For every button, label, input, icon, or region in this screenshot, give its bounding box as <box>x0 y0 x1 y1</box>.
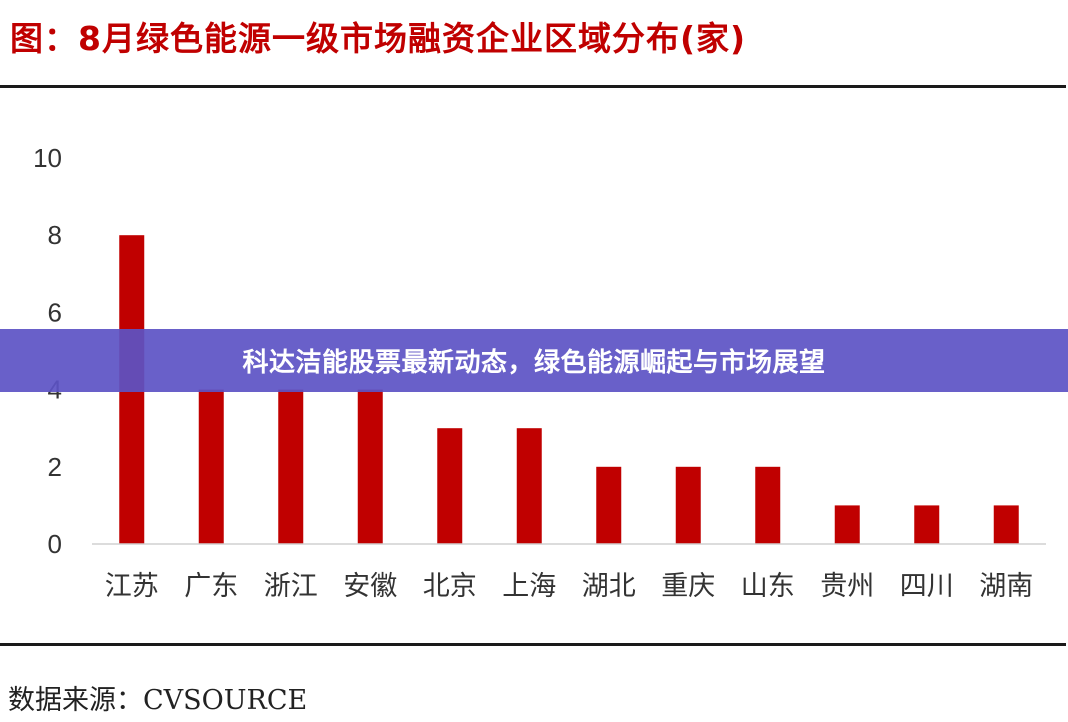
bar-四川 <box>914 505 940 544</box>
x-tick-label-北京: 北京 <box>423 571 477 602</box>
bar-浙江 <box>278 389 304 544</box>
x-tick-label-浙江: 浙江 <box>264 571 318 602</box>
bar-湖北 <box>596 466 622 544</box>
bar-山东 <box>755 466 781 544</box>
x-tick-label-湖南: 湖南 <box>979 571 1033 602</box>
y-axis: 0246810 <box>33 143 62 559</box>
y-tick-label-8: 8 <box>48 220 62 250</box>
x-axis-labels: 江苏 广东 浙江 安徽 北京 上海 湖北 重庆 山东 贵州 四川 湖南 <box>105 571 1034 602</box>
bar-湖南 <box>993 505 1019 544</box>
top-rule <box>0 85 1066 88</box>
y-tick-label-6: 6 <box>48 297 62 327</box>
x-tick-label-四川: 四川 <box>900 571 954 602</box>
x-tick-label-重庆: 重庆 <box>661 571 715 602</box>
x-tick-label-广东: 广东 <box>184 571 238 602</box>
x-tick-label-山东: 山东 <box>741 571 795 602</box>
bar-贵州 <box>834 505 860 544</box>
y-tick-label-10: 10 <box>33 143 62 173</box>
x-tick-label-贵州: 贵州 <box>820 571 874 602</box>
bar-广东 <box>198 389 224 544</box>
x-tick-label-湖北: 湖北 <box>582 571 636 602</box>
x-tick-label-上海: 上海 <box>502 571 556 602</box>
bar-安徽 <box>357 389 383 544</box>
headline-text[interactable]: 科达洁能股票最新动态，绿色能源崛起与市场展望 <box>242 348 826 378</box>
y-tick-label-2: 2 <box>48 452 62 482</box>
headline-banner[interactable]: 科达洁能股票最新动态，绿色能源崛起与市场展望 <box>0 329 1068 392</box>
x-tick-label-安徽: 安徽 <box>343 571 397 602</box>
bar-重庆 <box>675 466 701 544</box>
y-tick-label-0: 0 <box>48 529 62 559</box>
bar-上海 <box>516 428 542 544</box>
figure-title: 图：8月绿色能源一级市场融资企业区域分布(家) <box>10 19 747 58</box>
source-note: 数据来源：CVSOURCE <box>8 685 308 716</box>
x-tick-label-江苏: 江苏 <box>105 571 159 602</box>
bottom-rule <box>0 643 1066 646</box>
bar-北京 <box>437 428 463 544</box>
